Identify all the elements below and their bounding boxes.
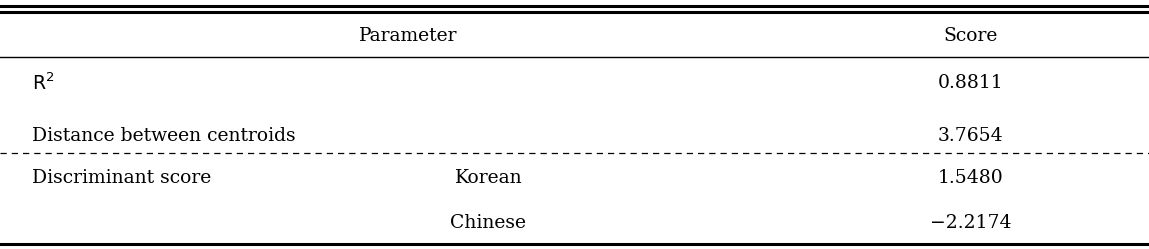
Text: $\mathrm{R}^{2}$: $\mathrm{R}^{2}$: [32, 73, 54, 94]
Text: Distance between centroids: Distance between centroids: [32, 127, 295, 145]
Text: Discriminant score: Discriminant score: [32, 169, 211, 187]
Text: Score: Score: [943, 27, 998, 45]
Text: Korean: Korean: [455, 169, 522, 187]
Text: Parameter: Parameter: [358, 27, 457, 45]
Text: 3.7654: 3.7654: [938, 127, 1004, 145]
Text: 0.8811: 0.8811: [938, 74, 1004, 92]
Text: Chinese: Chinese: [450, 214, 526, 232]
Text: −2.2174: −2.2174: [931, 214, 1011, 232]
Text: 1.5480: 1.5480: [938, 169, 1004, 187]
